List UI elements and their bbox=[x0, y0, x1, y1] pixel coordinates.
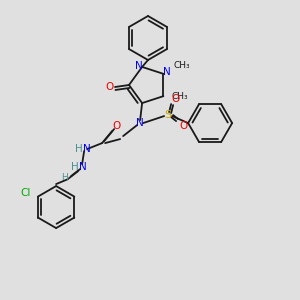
Text: CH₃: CH₃ bbox=[171, 92, 188, 101]
Text: O: O bbox=[112, 121, 120, 131]
Text: S: S bbox=[165, 110, 172, 120]
Text: O: O bbox=[179, 121, 187, 131]
Text: H: H bbox=[75, 144, 83, 154]
Text: O: O bbox=[171, 94, 179, 104]
Text: N: N bbox=[135, 61, 143, 71]
Text: Cl: Cl bbox=[21, 188, 31, 198]
Text: N: N bbox=[164, 67, 171, 77]
Text: CH₃: CH₃ bbox=[173, 61, 190, 70]
Text: N: N bbox=[83, 144, 91, 154]
Text: N: N bbox=[136, 118, 144, 128]
Text: H: H bbox=[61, 172, 68, 182]
Text: H: H bbox=[71, 162, 79, 172]
Text: N: N bbox=[79, 162, 87, 172]
Text: O: O bbox=[105, 82, 113, 92]
